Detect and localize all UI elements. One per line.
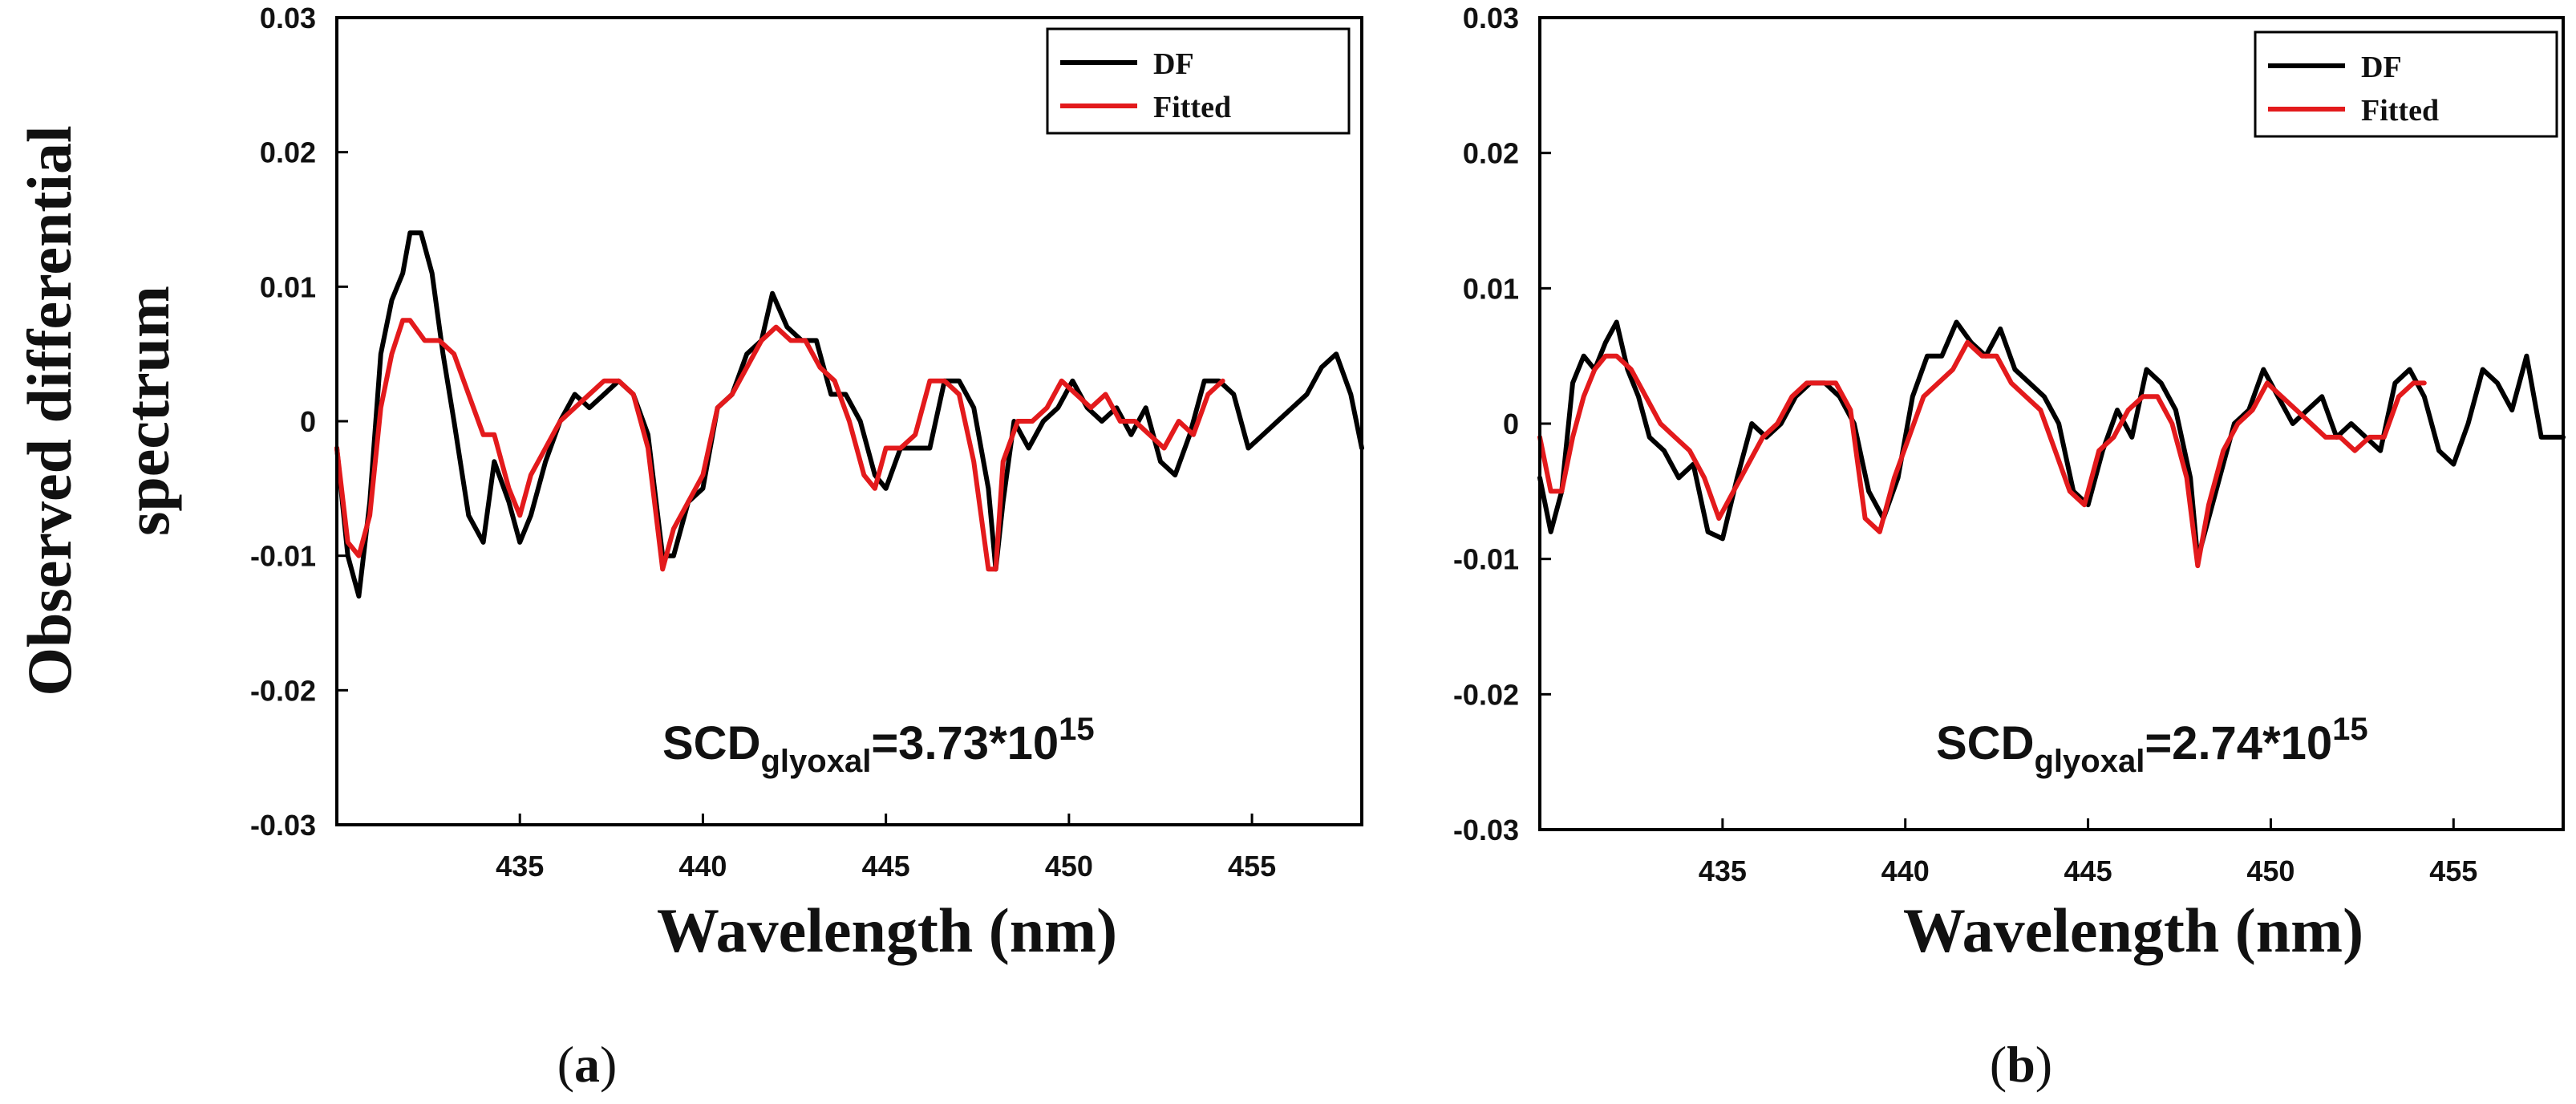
panel-b-scd-main: SCD bbox=[1936, 717, 2034, 769]
panel-b-x-tick-label: 445 bbox=[2064, 854, 2112, 887]
panel-b-series-fitted-line bbox=[1537, 339, 2427, 569]
panel-b-y-tick-label: 0.03 bbox=[1463, 2, 1519, 34]
panel-b-legend-df-label: DF bbox=[2361, 51, 2402, 84]
y-axis-label-line1: Observed differential bbox=[14, 125, 84, 696]
panel-b-x-axis-label: Wavelength (nm) bbox=[1903, 895, 2363, 965]
panel-a-scd-annotation: SCDglyoxal=3.73*1015 bbox=[662, 712, 1095, 779]
panel-a-y-tick-label: 0.02 bbox=[260, 136, 316, 169]
panel-b-scd-sub: glyoxal bbox=[2034, 744, 2145, 779]
panel-b-label-letter: b bbox=[2007, 1036, 2035, 1093]
chart-panel-a: 0.03 0.02 0.01 0 -0.01 -0.02 -0.03 435 440 445 45… bbox=[250, 2, 1364, 1093]
panel-a-scd-exponent: 15 bbox=[1059, 712, 1095, 747]
panel-b-plot-frame bbox=[1538, 16, 2565, 831]
panel-a-label-letter: a bbox=[574, 1036, 600, 1093]
panel-a-y-tick-label: 0.03 bbox=[260, 2, 316, 34]
panel-a-x-axis-label: Wavelength (nm) bbox=[657, 895, 1117, 965]
panel-a-legend-fitted-label: Fitted bbox=[1153, 91, 1231, 124]
panel-a-label-open-paren: ( bbox=[557, 1036, 574, 1093]
panel-a-label: (a) bbox=[557, 1036, 618, 1093]
panel-a-y-ticks: 0.03 0.02 0.01 0 -0.01 -0.02 -0.03 bbox=[250, 2, 348, 842]
panel-b-y-tick-label: 0.01 bbox=[1463, 272, 1519, 305]
panel-a-y-tick-label: 0 bbox=[300, 405, 316, 438]
panel-a-series bbox=[334, 230, 1364, 599]
panel-a-legend-df-label: DF bbox=[1153, 47, 1194, 81]
panel-a-y-tick-label: -0.02 bbox=[250, 674, 316, 707]
panel-a-legend: DF Fitted bbox=[1046, 27, 1351, 135]
panel-a-x-ticks: 435 440 445 450 455 bbox=[496, 814, 1276, 883]
chart-panel-b: 0.03 0.02 0.01 0 -0.01 -0.02 -0.03 435 440 445 45… bbox=[1453, 2, 2566, 1093]
panel-b-legend: DF Fitted bbox=[2254, 30, 2558, 138]
panel-a-scd-sub: glyoxal bbox=[760, 744, 871, 779]
panel-b-series bbox=[1537, 319, 2566, 569]
panel-b-x-tick-label: 450 bbox=[2246, 854, 2295, 887]
panel-a-scd-main: SCD bbox=[662, 717, 760, 769]
panel-a-x-tick-label: 450 bbox=[1045, 850, 1093, 883]
panel-a-series-df-line bbox=[334, 230, 1364, 599]
panel-b-series-df-line bbox=[1537, 319, 2566, 562]
panel-b-label-close-paren: ) bbox=[2035, 1036, 2052, 1093]
panel-b-y-tick-label: -0.03 bbox=[1453, 814, 1519, 846]
panel-a-x-tick-label: 455 bbox=[1228, 850, 1276, 883]
panel-b-legend-fitted-label: Fitted bbox=[2361, 94, 2439, 128]
panel-a-y-tick-label: -0.03 bbox=[250, 809, 316, 842]
panel-a-x-tick-label: 440 bbox=[678, 850, 727, 883]
panel-a-scd-value: =3.73*10 bbox=[871, 717, 1059, 769]
panel-a-label-close-paren: ) bbox=[600, 1036, 617, 1093]
panel-b-x-ticks: 435 440 445 450 455 bbox=[1699, 818, 2477, 887]
panel-b-y-tick-label: -0.02 bbox=[1453, 678, 1519, 711]
panel-b-scd-annotation: SCDglyoxal=2.74*1015 bbox=[1936, 712, 2368, 779]
panel-a-y-tick-label: -0.01 bbox=[250, 540, 316, 573]
panel-b-label: (b) bbox=[1990, 1036, 2052, 1093]
panel-a-x-tick-label: 445 bbox=[862, 850, 910, 883]
panel-b-y-ticks: 0.03 0.02 0.01 0 -0.01 -0.02 -0.03 bbox=[1453, 2, 1551, 846]
panel-b-scd-exponent: 15 bbox=[2332, 712, 2368, 747]
panel-b-x-tick-label: 435 bbox=[1699, 854, 1747, 887]
panel-a-y-tick-label: 0.01 bbox=[260, 270, 316, 303]
y-axis-label-line2: spectrum bbox=[112, 286, 182, 536]
panel-a-series-fitted-line bbox=[334, 318, 1225, 572]
panel-b-x-tick-label: 440 bbox=[1881, 854, 1930, 887]
panel-b-scd-value: =2.74*10 bbox=[2145, 717, 2332, 769]
panel-b-label-open-paren: ( bbox=[1990, 1036, 2007, 1093]
panel-a-legend-box bbox=[1046, 27, 1351, 135]
panel-b-y-tick-label: 0.02 bbox=[1463, 137, 1519, 170]
panel-b-x-tick-label: 455 bbox=[2429, 854, 2477, 887]
panel-b-y-tick-label: 0 bbox=[1503, 408, 1519, 440]
panel-b-legend-box bbox=[2254, 30, 2558, 138]
panel-a-x-tick-label: 435 bbox=[496, 850, 544, 883]
panel-b-y-tick-label: -0.01 bbox=[1453, 543, 1519, 576]
